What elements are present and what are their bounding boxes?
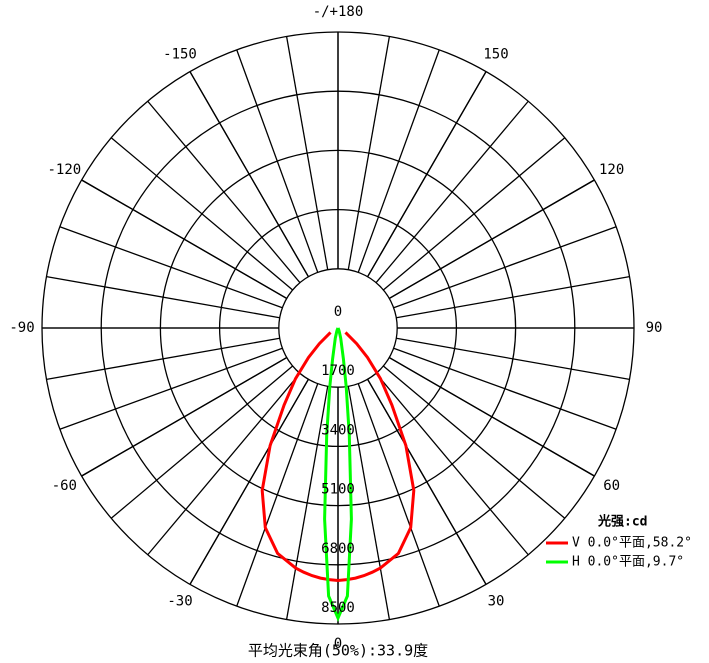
legend-label: V 0.0°平面,58.2°: [572, 536, 692, 551]
y-tick-label: 8500: [321, 600, 355, 616]
legend-title: 光强:cd: [597, 514, 647, 530]
angle-label: -60: [52, 478, 77, 494]
angle-label: 30: [488, 594, 505, 610]
angle-label: 60: [603, 478, 620, 494]
angle-tick: [189, 71, 309, 278]
y-tick-label: 1700: [321, 363, 355, 379]
angle-label: -30: [167, 594, 192, 610]
angle-label: -/+180: [313, 4, 364, 20]
angle-label: -90: [9, 320, 34, 336]
series-line: [323, 327, 353, 622]
angle-label: 90: [646, 320, 663, 336]
angle-tick: [81, 179, 288, 299]
angle-label: 0: [334, 636, 342, 652]
y-tick-label: 0: [334, 304, 342, 320]
angle-tick: [388, 179, 595, 299]
angle-label: 120: [599, 162, 624, 178]
angle-tick: [388, 357, 595, 477]
angle-label: -120: [47, 162, 81, 178]
y-tick-label: 6800: [321, 541, 355, 557]
angle-tick: [189, 378, 309, 585]
y-tick-label: 3400: [321, 422, 355, 438]
angle-tick: [81, 357, 288, 477]
series-line: [260, 331, 416, 583]
y-tick-label: 5100: [321, 482, 355, 498]
angle-tick: [367, 378, 487, 585]
legend-label: H 0.0°平面,9.7°: [572, 555, 684, 570]
angle-tick: [367, 71, 487, 278]
angle-label: 150: [483, 46, 508, 62]
angle-label: -150: [163, 46, 197, 62]
footer: 平均光束角(50%):33.9度: [248, 642, 428, 660]
